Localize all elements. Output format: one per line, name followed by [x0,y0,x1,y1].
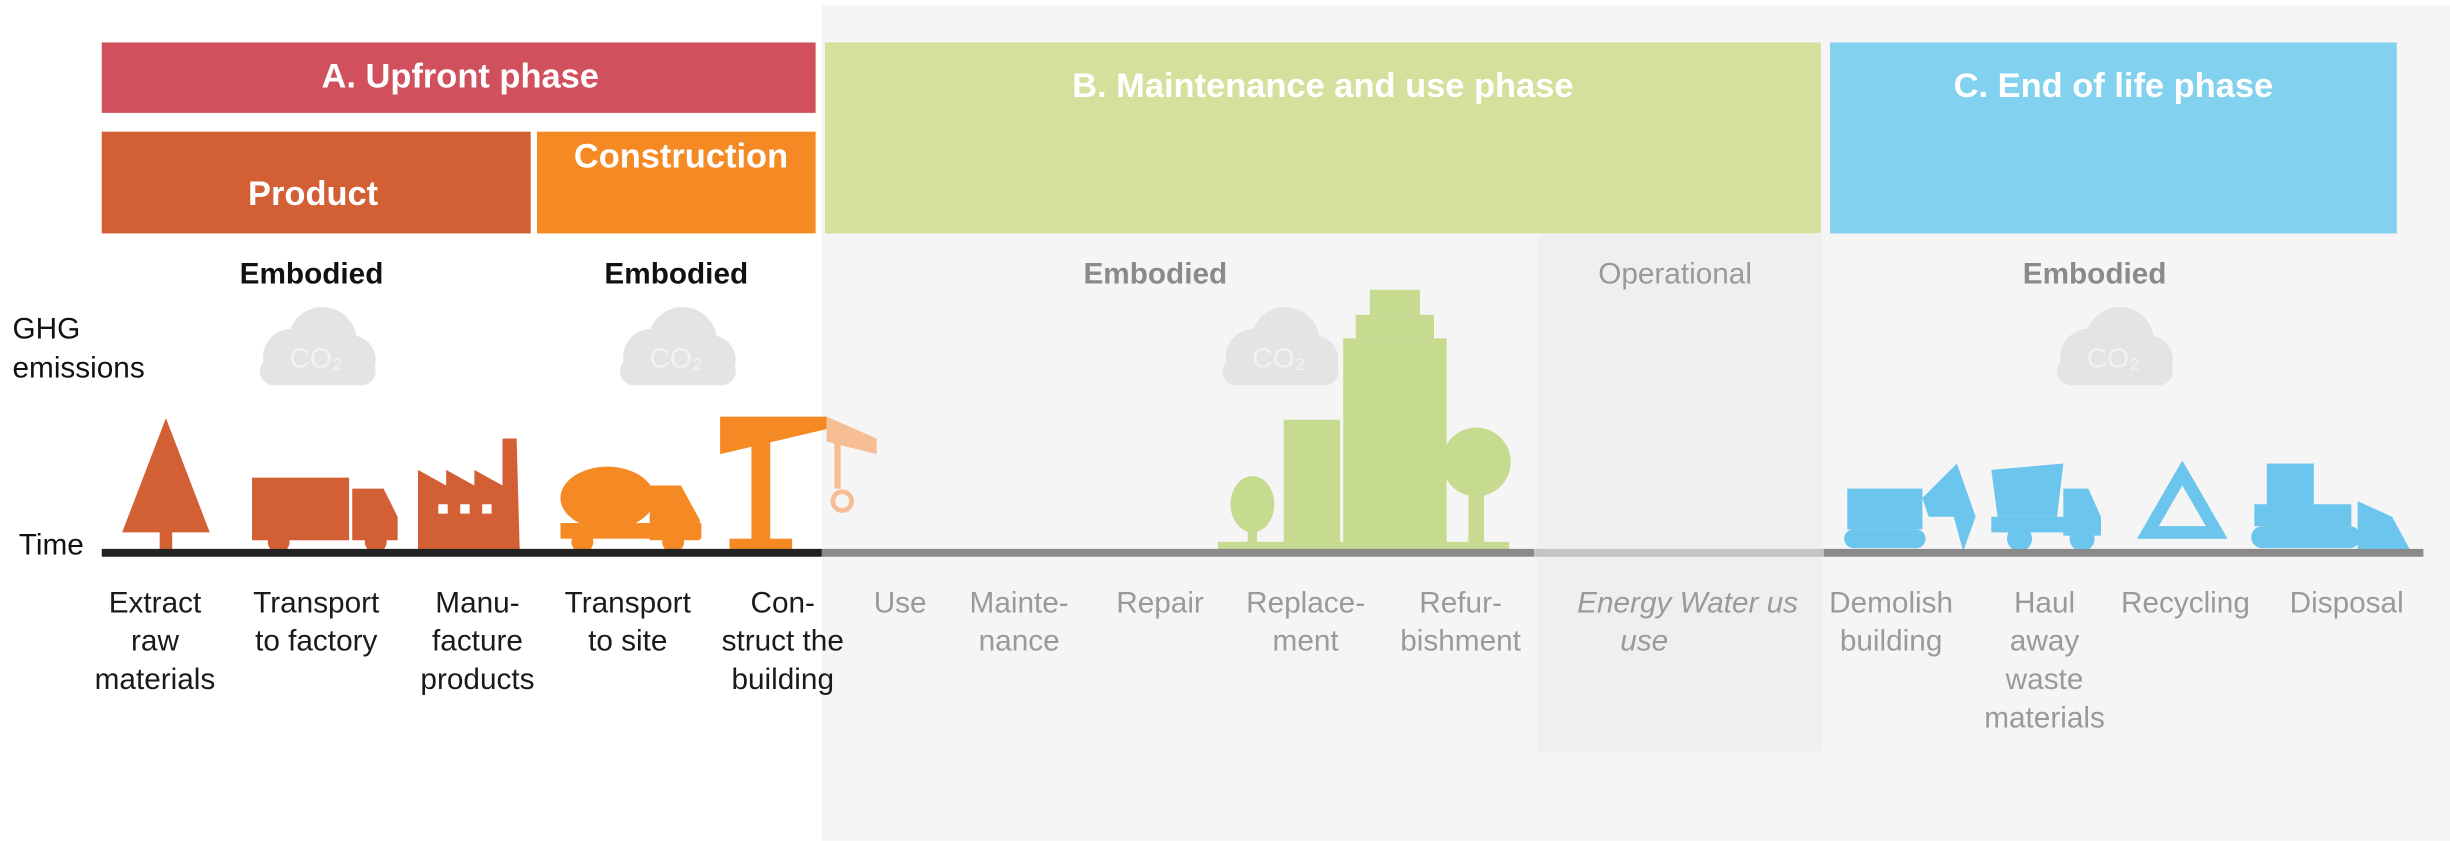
truck-icon [252,478,398,553]
stage-label: Repair [1116,586,1204,619]
factory-icon [418,439,520,552]
tree-icon [122,418,210,553]
product-title: Product [248,175,379,213]
stage-label: Con- [751,586,815,619]
stage-label: building [731,663,834,696]
crane-icon [720,417,826,552]
cloud-label: CO₂ [2087,342,2140,374]
stage-label: Transport [565,586,692,619]
emission-label: Embodied [240,258,384,291]
emission-label: Embodied [604,258,748,291]
stage-label: struct the [722,625,844,658]
stage-label: materials [95,663,216,696]
stage-label: building [1840,625,1943,658]
axis-label: Time [19,528,84,561]
phase-c-title: C. End of life phase [1954,67,2274,105]
stage-label: products [420,663,534,696]
stage-label: raw [131,625,179,658]
stage-label: to factory [255,625,377,658]
stage-label: Recycling [2121,586,2250,619]
stage-label: Disposal [2290,586,2404,619]
emission-label: Operational [1598,258,1752,291]
stage-label: use [1620,625,1668,658]
stage-label: Refur- [1419,586,1502,619]
mixer-truck-icon [560,467,701,553]
stage-label: Replace- [1246,586,1365,619]
stage-label: waste [2005,663,2084,696]
cloud-label: CO₂ [650,342,703,374]
emission-label: Embodied [1083,258,1227,291]
stage-label: Manu- [435,586,519,619]
stage-label: Extract [109,586,202,619]
stage-label: nance [979,625,1060,658]
stage-label: bishment [1400,625,1521,658]
stage-label: Demolish [1829,586,1953,619]
axis-label: GHG [13,312,81,345]
phase-b-title: B. Maintenance and use phase [1072,67,1573,105]
construction-title: Construction [574,137,788,175]
stage-label: Use [874,586,927,619]
cloud-label: CO₂ [1252,342,1305,374]
stage-label: away [2010,625,2080,658]
stage-label: Mainte- [970,586,1069,619]
stage-label: facture [432,625,523,658]
stage-label: materials [1984,701,2105,734]
stage-label: Transport [253,586,380,619]
stage-label: ment [1273,625,1340,658]
cloud-label: CO₂ [290,342,343,374]
stage-label: Haul [2014,586,2075,619]
axis-label: emissions [13,351,145,384]
cloud: CO₂ [260,307,376,385]
emission-label: Embodied [2023,258,2167,291]
page: { "phases": { "upfront": "A. Upfront pha… [0,0,2450,841]
lifecycle-diagram: A. Upfront phase Product Construction B.… [0,0,2450,841]
operational-panel [1537,235,1822,752]
phase-a-title: A. Upfront phase [322,58,599,96]
stage-label: Energy Water us [1577,586,1798,619]
stage-label: to site [588,625,667,658]
cloud: CO₂ [620,307,736,385]
